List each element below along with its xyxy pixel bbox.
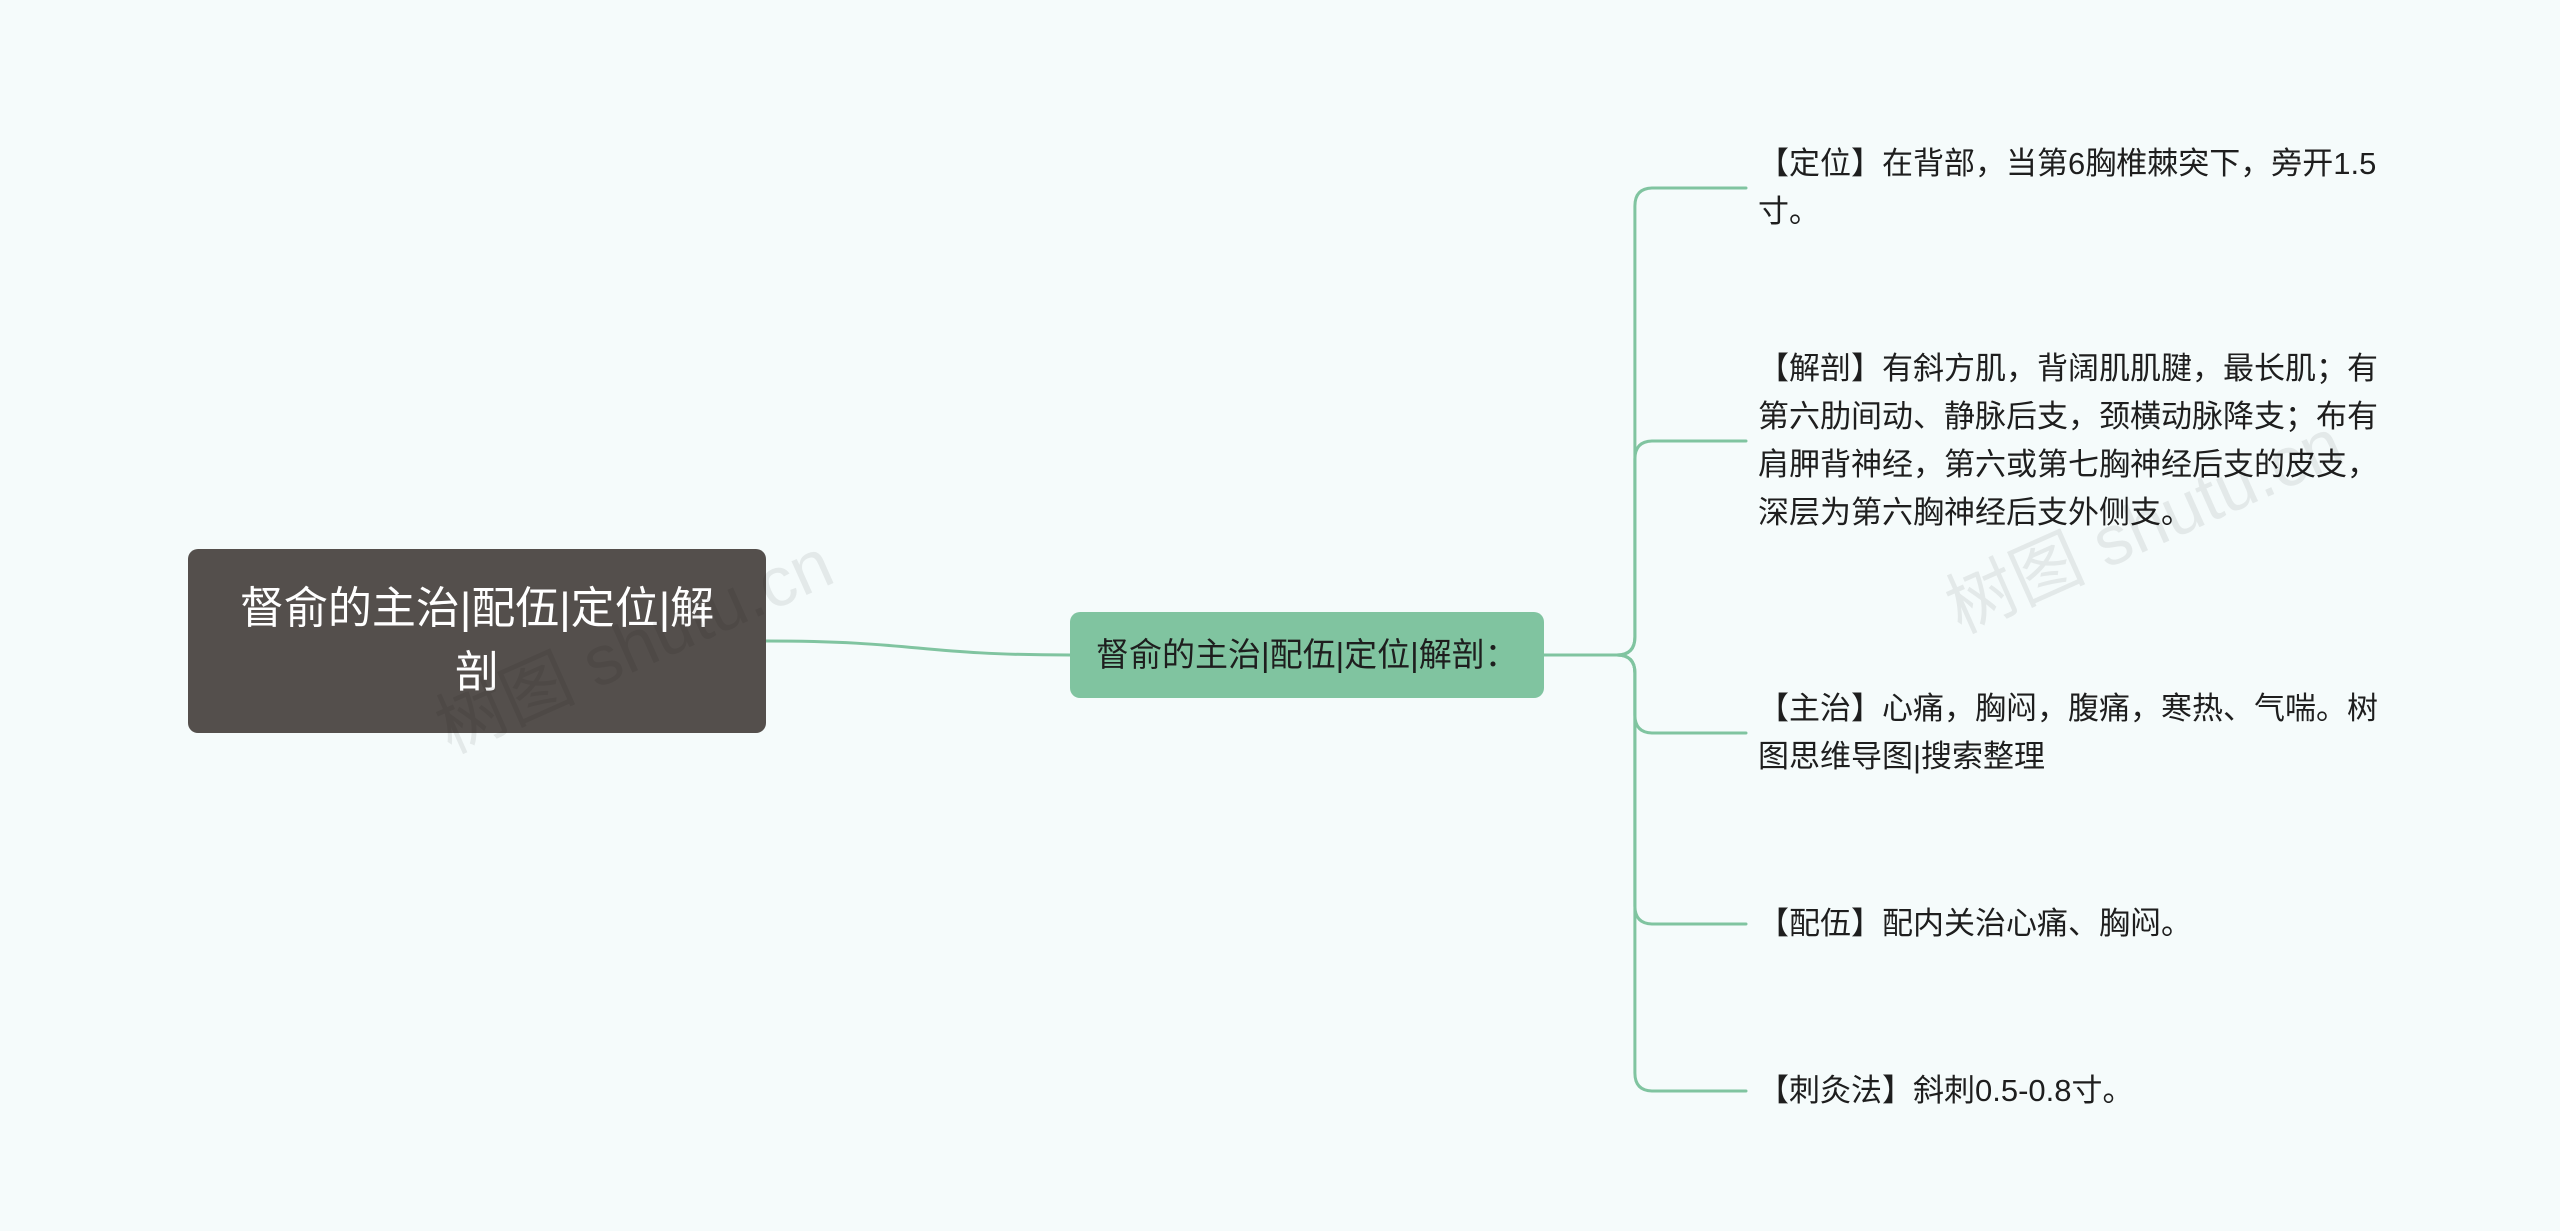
leaf-text: 【主治】心痛，胸闷，腹痛，寒热、气喘。树图思维导图|搜索整理 — [1758, 691, 2378, 774]
leaf-text: 【刺灸法】斜刺0.5-0.8寸。 — [1758, 1073, 2134, 1108]
root-node-text: 督俞的主治|配伍|定位|解剖 — [240, 584, 714, 697]
mindmap-canvas: 督俞的主治|配伍|定位|解剖 督俞的主治|配伍|定位|解剖： 【定位】在背部，当… — [0, 0, 2560, 1231]
leaf-text: 【定位】在背部，当第6胸椎棘突下，旁开1.5寸。 — [1758, 146, 2376, 229]
leaf-node: 【解剖】有斜方肌，背阔肌肌腱，最长肌；有第六肋间动、静脉后支，颈横动脉降支；布有… — [1758, 345, 2378, 537]
leaf-node: 【定位】在背部，当第6胸椎棘突下，旁开1.5寸。 — [1758, 140, 2378, 236]
mid-node-text: 督俞的主治|配伍|定位|解剖： — [1096, 636, 1518, 673]
leaf-text: 【解剖】有斜方肌，背阔肌肌腱，最长肌；有第六肋间动、静脉后支，颈横动脉降支；布有… — [1758, 351, 2378, 530]
leaf-node: 【主治】心痛，胸闷，腹痛，寒热、气喘。树图思维导图|搜索整理 — [1758, 685, 2378, 781]
mid-node: 督俞的主治|配伍|定位|解剖： — [1070, 612, 1544, 698]
root-node: 督俞的主治|配伍|定位|解剖 — [188, 549, 766, 733]
leaf-node: 【配伍】配内关治心痛、胸闷。 — [1758, 900, 2378, 948]
leaf-text: 【配伍】配内关治心痛、胸闷。 — [1758, 906, 2192, 941]
leaf-node: 【刺灸法】斜刺0.5-0.8寸。 — [1758, 1067, 2378, 1115]
